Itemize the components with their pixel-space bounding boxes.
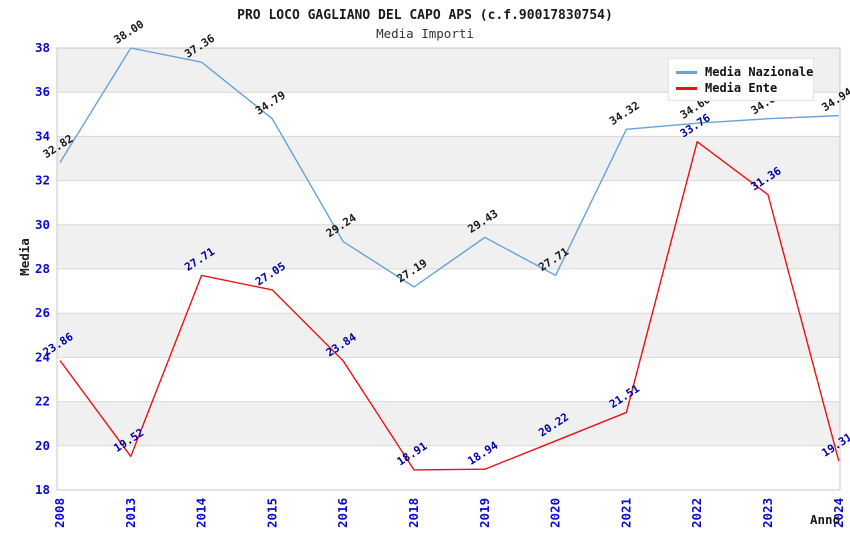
y-tick-label: 30 bbox=[35, 217, 50, 232]
x-axis-title: Anno bbox=[810, 512, 840, 527]
x-tick-label: 2023 bbox=[760, 498, 775, 528]
legend-item-media-nazionale: Media Nazionale bbox=[676, 64, 813, 80]
chart-title: PRO LOCO GAGLIANO DEL CAPO APS (c.f.9001… bbox=[237, 8, 613, 23]
chart-subtitle: Media Importi bbox=[376, 26, 474, 41]
y-tick-label: 26 bbox=[35, 305, 50, 320]
y-tick-label: 28 bbox=[35, 261, 50, 276]
y-axis-title: Media bbox=[17, 238, 32, 276]
plot-band bbox=[57, 269, 840, 314]
y-tick-label: 36 bbox=[35, 84, 50, 99]
y-tick-label: 32 bbox=[35, 173, 50, 188]
x-tick-label: 2016 bbox=[335, 498, 350, 528]
legend-item-media-ente: Media Ente bbox=[676, 80, 807, 96]
legend: Media Nazionale Media Ente bbox=[668, 58, 814, 101]
y-tick-label: 38 bbox=[35, 40, 50, 55]
x-tick-label: 2021 bbox=[618, 498, 633, 528]
x-tick-label: 2014 bbox=[194, 498, 209, 528]
y-tick-label: 24 bbox=[35, 349, 50, 364]
x-tick-label: 2008 bbox=[52, 498, 67, 528]
y-tick-label: 18 bbox=[35, 482, 50, 497]
plot-band bbox=[57, 401, 840, 446]
media-ente-line-swatch bbox=[676, 86, 697, 90]
x-tick-label: 2013 bbox=[123, 498, 138, 528]
x-tick-label: 2022 bbox=[689, 498, 704, 528]
series-line-media-ente bbox=[59, 141, 840, 471]
y-tick-label: 22 bbox=[35, 394, 50, 409]
x-tick-label: 2018 bbox=[406, 498, 421, 528]
plot-band bbox=[57, 357, 840, 402]
plot-band bbox=[57, 313, 840, 358]
y-tick-label: 20 bbox=[35, 438, 50, 453]
plot-band bbox=[57, 136, 840, 181]
y-tick-label: 34 bbox=[35, 128, 50, 143]
x-tick-label: 2015 bbox=[264, 498, 279, 528]
plot-band bbox=[57, 224, 840, 269]
series-line-media-nazionale bbox=[59, 47, 839, 288]
legend-label: Media Ente bbox=[705, 81, 778, 95]
legend-label: Media Nazionale bbox=[705, 65, 814, 79]
plot-band bbox=[57, 445, 840, 490]
x-tick-label: 2020 bbox=[548, 498, 563, 528]
x-tick-label: 2019 bbox=[477, 498, 492, 528]
media-nazionale-line-swatch bbox=[676, 70, 697, 74]
plot-band bbox=[57, 180, 840, 225]
plot-border bbox=[56, 47, 841, 491]
x-tick-label: 2024 bbox=[831, 498, 846, 528]
point-label: 38.00 bbox=[111, 18, 146, 47]
